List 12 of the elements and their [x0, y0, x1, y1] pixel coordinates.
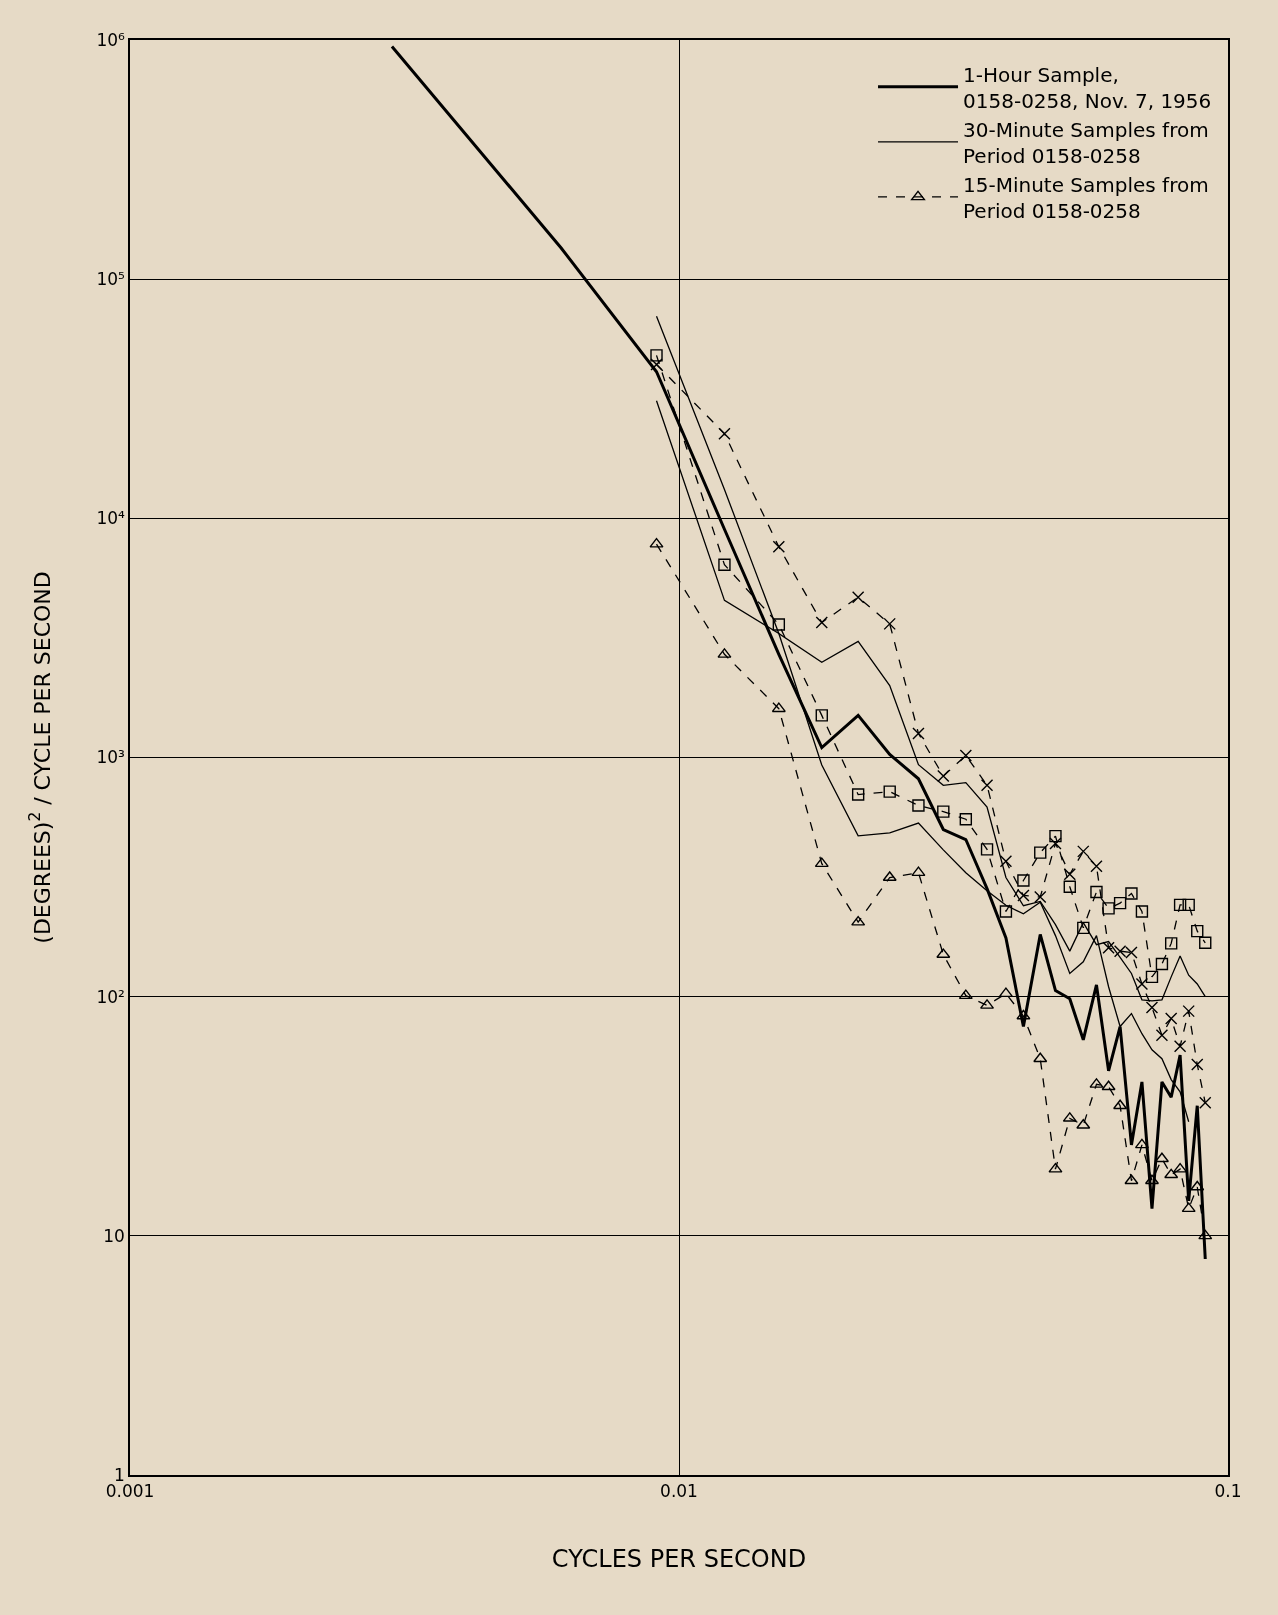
x-axis-title: CYCLES PER SECOND	[551, 1544, 807, 1573]
y-tick-label: 10²	[96, 986, 125, 1007]
x-tick-label: 0.1	[1214, 1481, 1242, 1502]
legend-label: 15-Minute Samples from Period 0158-0258	[963, 172, 1209, 223]
y-tick-label: 10⁵	[96, 269, 125, 290]
y-tick-label: 10³	[96, 747, 125, 768]
legend-label: 30-Minute Samples from Period 0158-0258	[963, 117, 1209, 168]
legend-label: 1-Hour Sample, 0158-0258, Nov. 7, 1956	[963, 62, 1212, 113]
y-tick-label: 10	[103, 1225, 125, 1246]
y-tick-label: 10⁴	[96, 508, 126, 529]
y-tick-label: 10⁶	[96, 29, 126, 50]
x-tick-label: 0.01	[660, 1481, 698, 1502]
